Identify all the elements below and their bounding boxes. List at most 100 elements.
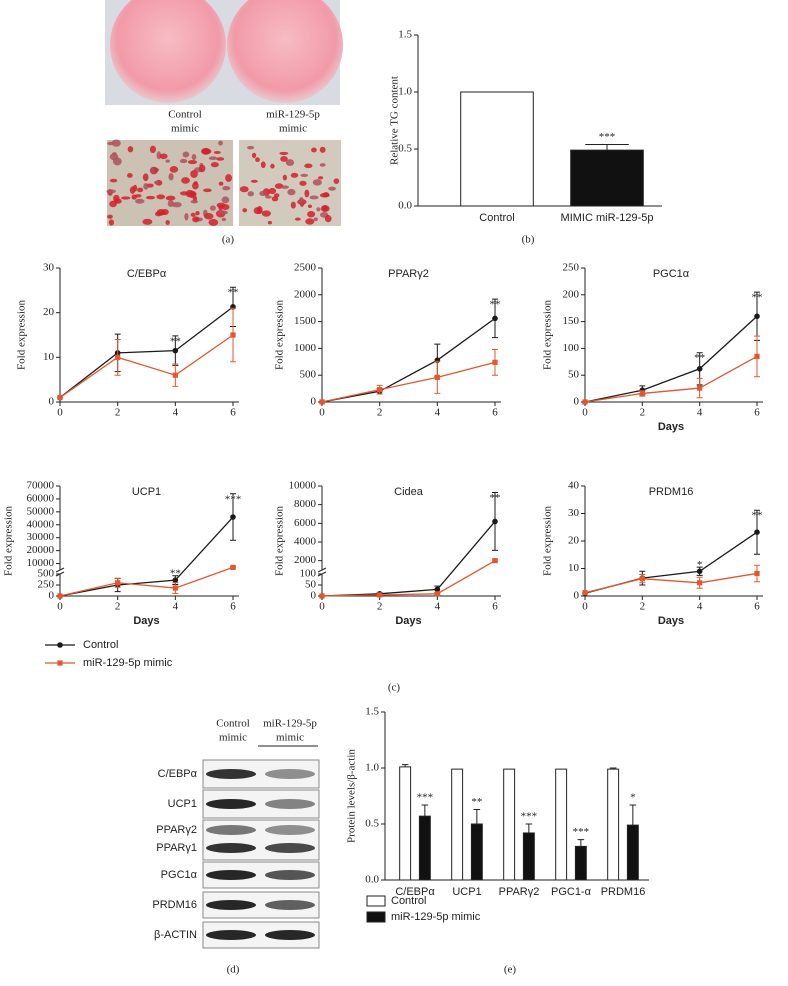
blot-band [265, 900, 315, 910]
series-line [584, 572, 758, 594]
y-tick-label: 1500 [294, 315, 317, 327]
x-axis-label: Days [133, 615, 159, 627]
cell [287, 188, 296, 196]
y-tick-label: 20000 [27, 544, 55, 556]
cell [309, 195, 319, 200]
cell [260, 161, 266, 169]
legend-label: Control [83, 639, 118, 651]
annotation: ** [228, 287, 239, 299]
x-tick-label: 0 [582, 601, 588, 613]
cell [156, 208, 166, 216]
x-tick-label: 2 [115, 601, 121, 613]
blot-band [265, 930, 315, 940]
point [377, 592, 383, 598]
y-tick-label: 1000 [294, 342, 317, 354]
cell [312, 179, 322, 186]
cell [135, 198, 145, 204]
annotation: ** [471, 796, 482, 808]
cell [225, 174, 233, 182]
y-tick-label: 0 [311, 590, 317, 602]
point [639, 576, 645, 582]
cell [299, 180, 307, 186]
cell [191, 153, 197, 161]
cell [198, 164, 206, 173]
cell [247, 191, 254, 197]
cell [261, 210, 271, 217]
y-tick-label: 200 [563, 288, 580, 300]
x-tick-label: PGC1-α [551, 886, 592, 898]
cell [319, 163, 326, 167]
y-axis-label: Fold expression [274, 300, 286, 370]
y-tick-label: 50 [305, 579, 317, 591]
series-line [321, 317, 496, 403]
point [434, 374, 440, 380]
legend-label: Control [391, 895, 426, 907]
cell [213, 150, 221, 154]
cell [195, 211, 200, 216]
x-tick-label: C/EBPα [395, 886, 435, 898]
x-tick-label: 4 [697, 601, 703, 613]
point [492, 359, 498, 365]
y-tick-label: 30000 [27, 531, 55, 543]
cell [222, 186, 231, 191]
y-axis-label: Fold expression [16, 300, 28, 370]
y-tick-label: 1.0 [398, 86, 412, 98]
x-tick-label: PPARγ2 [499, 886, 540, 898]
y-tick-label: 2000 [294, 554, 317, 566]
blot-band [206, 930, 256, 940]
y-tick-label: 50000 [27, 505, 55, 517]
blot-band [206, 870, 256, 880]
cell [255, 157, 260, 163]
cell [184, 213, 189, 221]
cell [304, 163, 313, 169]
cell [319, 192, 330, 198]
series-line [59, 516, 234, 597]
x-tick-label: PRDM16 [601, 886, 646, 898]
cell [290, 201, 296, 209]
error-bar [585, 143, 629, 151]
y-tick-label: 10 [568, 562, 580, 574]
cell [142, 218, 153, 225]
cell [209, 205, 216, 211]
legend-label: miR-129-5p mimic [83, 657, 173, 669]
cell [282, 174, 288, 181]
point [57, 394, 63, 401]
blot-band [265, 769, 315, 779]
y-tick-label: 0.0 [398, 200, 412, 212]
bar [470, 823, 483, 881]
cell [121, 196, 131, 200]
point [434, 586, 441, 593]
x-tick-label: 6 [230, 601, 236, 613]
cell [137, 187, 144, 193]
y-tick-label: 20 [43, 306, 55, 318]
cell [204, 213, 214, 220]
cell [305, 218, 315, 225]
cell [113, 198, 122, 204]
point [492, 558, 498, 564]
cell [190, 199, 199, 204]
photo-label: Control [168, 109, 202, 121]
blot-column-label: mimic [219, 732, 247, 744]
point [172, 577, 179, 583]
point [697, 385, 703, 391]
cell [208, 219, 219, 226]
point [492, 518, 498, 525]
cell [290, 172, 299, 178]
blot-band [265, 799, 315, 809]
bar [626, 824, 639, 881]
blot-row-label: C/EBPα [158, 768, 198, 780]
x-tick-label: 0 [57, 407, 63, 419]
panel-label: (e) [504, 964, 517, 976]
cell [273, 193, 280, 198]
y-tick-label: 2500 [294, 262, 317, 274]
y-tick-label: 100 [563, 342, 580, 354]
error-bar [629, 804, 637, 826]
y-tick-label: 10000 [27, 557, 55, 569]
point [172, 372, 178, 378]
cell [187, 159, 198, 165]
error-bar [473, 808, 481, 824]
point [434, 591, 440, 597]
point [639, 390, 645, 397]
y-tick-label: 1.5 [365, 706, 379, 718]
